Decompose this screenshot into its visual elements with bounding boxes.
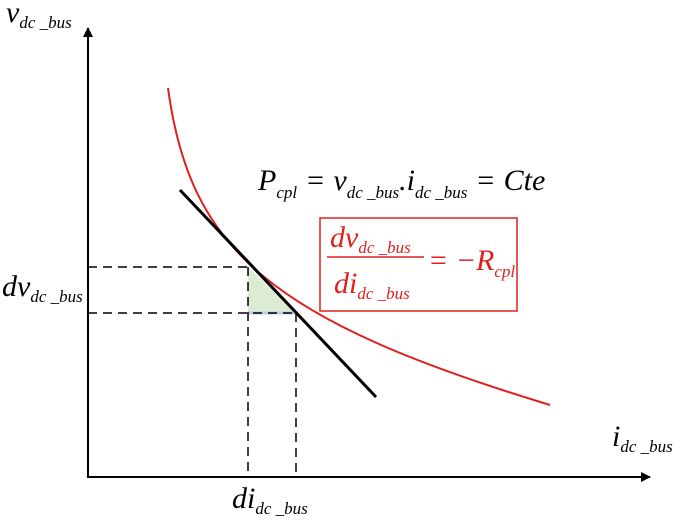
power-equation: Pcpl = vdc _bus.idc _bus = Cte <box>257 164 545 202</box>
box-rhs: = −Rcpl <box>428 244 515 281</box>
tangent-line <box>178 188 378 399</box>
box-denominator: didc _bus <box>334 267 410 303</box>
y-axis-label: vdc _bus <box>6 0 72 32</box>
x-axis-label: idc _bus <box>612 420 673 456</box>
dashed-guides <box>88 266 297 477</box>
di-label: didc _bus <box>232 482 308 518</box>
box-numerator: dvdc _bus <box>330 221 411 257</box>
dv-label: dvdc _bus <box>2 270 83 306</box>
formula-box <box>319 217 518 312</box>
